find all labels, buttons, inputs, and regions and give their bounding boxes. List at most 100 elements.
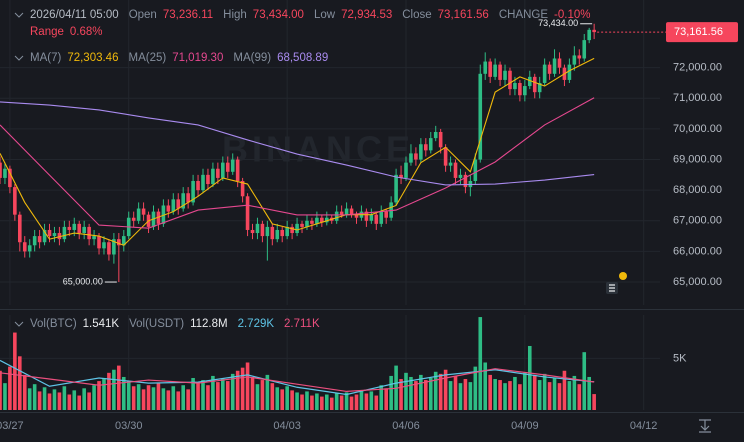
collapse-toggle[interactable]	[14, 53, 24, 63]
candle-body	[532, 76, 537, 93]
candle-body	[523, 86, 527, 96]
volume-bar	[592, 394, 596, 410]
volume-bar	[260, 380, 265, 410]
volume-bar	[443, 369, 448, 410]
volume-bar	[92, 385, 96, 410]
candle-body	[37, 236, 42, 243]
candle-body	[443, 147, 448, 166]
volume-bar	[572, 375, 577, 410]
volume-bar	[448, 381, 453, 410]
collapse-toggle[interactable]	[14, 10, 24, 20]
candle-body	[102, 242, 106, 249]
volume-bar	[67, 394, 72, 410]
volume-bar	[552, 377, 557, 410]
candle-body	[131, 217, 136, 221]
volume-bar	[547, 382, 552, 410]
volume-bar	[523, 372, 527, 410]
candle-body	[394, 174, 398, 203]
volume-bar	[201, 380, 205, 410]
candle-body	[557, 58, 562, 68]
field-label: High	[223, 9, 247, 21]
last-price-label: 73,161.56	[674, 26, 723, 38]
candle-body	[399, 174, 403, 178]
collapse-toggle[interactable]	[14, 319, 24, 329]
volume-value: 112.8M	[190, 318, 228, 330]
volume-bar	[438, 373, 443, 410]
volume-bar	[22, 374, 27, 410]
alert-dot[interactable]	[619, 272, 627, 280]
y-tick-label: 65,000.00	[673, 276, 722, 288]
candle-body	[419, 144, 423, 160]
volume-bar	[47, 393, 52, 410]
volume-bar	[126, 381, 131, 410]
candle-body	[3, 168, 7, 178]
candle-body	[260, 223, 265, 237]
candle-body	[107, 242, 111, 255]
volume-panel	[0, 317, 596, 410]
volume-bar	[72, 390, 77, 410]
volume-bar	[18, 356, 22, 410]
range-label: Range	[30, 26, 64, 38]
volume-bar	[379, 385, 384, 410]
field-value: 0.68%	[69, 26, 103, 38]
volume-bar	[102, 377, 106, 410]
candle-body	[121, 236, 126, 246]
volume-bar	[399, 379, 403, 410]
volume-bar	[62, 386, 67, 410]
candle-body	[458, 174, 463, 178]
candle-body	[18, 214, 22, 243]
candle-body	[265, 226, 270, 237]
volume-bar	[52, 389, 57, 410]
volume-bar	[240, 367, 245, 410]
candle-body	[587, 29, 591, 41]
volume-bar	[290, 390, 294, 410]
candle-body	[161, 205, 166, 224]
volume-bar	[424, 380, 428, 410]
candle-body	[52, 233, 57, 237]
volume-bar	[433, 371, 438, 410]
candle-body	[13, 187, 17, 215]
candle-body	[27, 245, 32, 252]
volume-bar	[97, 381, 101, 410]
candle-body	[478, 73, 483, 160]
volume-value: 1.541K	[82, 318, 120, 330]
y-tick-label: 67,000.00	[673, 215, 722, 227]
volume-bar	[428, 377, 433, 410]
candle-body	[518, 82, 522, 96]
volume-bar	[285, 386, 289, 410]
volume-bar	[498, 380, 502, 410]
candle-body	[315, 217, 319, 224]
candle-body	[384, 211, 388, 218]
volume-bar	[206, 385, 210, 410]
candle-body	[572, 55, 577, 65]
candle-body	[324, 217, 329, 223]
watermark: BINANCE	[222, 129, 414, 170]
candle-body	[240, 180, 245, 197]
volume-bar	[315, 393, 319, 410]
field-label: CHANGE	[498, 9, 549, 21]
volume-bar	[339, 395, 344, 410]
ma-value: 72,303.46	[67, 52, 119, 64]
candle-body	[171, 199, 176, 212]
volume-bar	[542, 373, 547, 410]
candle-body	[255, 223, 260, 234]
scale-button[interactable]	[699, 419, 711, 433]
ma-line	[0, 57, 595, 246]
volume-bar	[131, 386, 136, 410]
candle-body	[295, 223, 299, 234]
volume-bar	[112, 369, 116, 410]
ma-line	[0, 101, 595, 186]
volume-bar	[557, 383, 562, 410]
price-panel	[0, 23, 596, 283]
volume-bar	[191, 377, 195, 410]
candle-body	[567, 64, 572, 80]
candle-body	[32, 236, 37, 246]
candle-body	[181, 193, 185, 209]
volume-bar	[419, 374, 423, 410]
candle-body	[334, 211, 339, 221]
candle-body	[47, 229, 52, 237]
volume-bar	[250, 376, 255, 410]
candle-body	[141, 208, 146, 215]
volume-bar	[587, 376, 591, 410]
x-tick-label: 04/06	[392, 420, 420, 432]
